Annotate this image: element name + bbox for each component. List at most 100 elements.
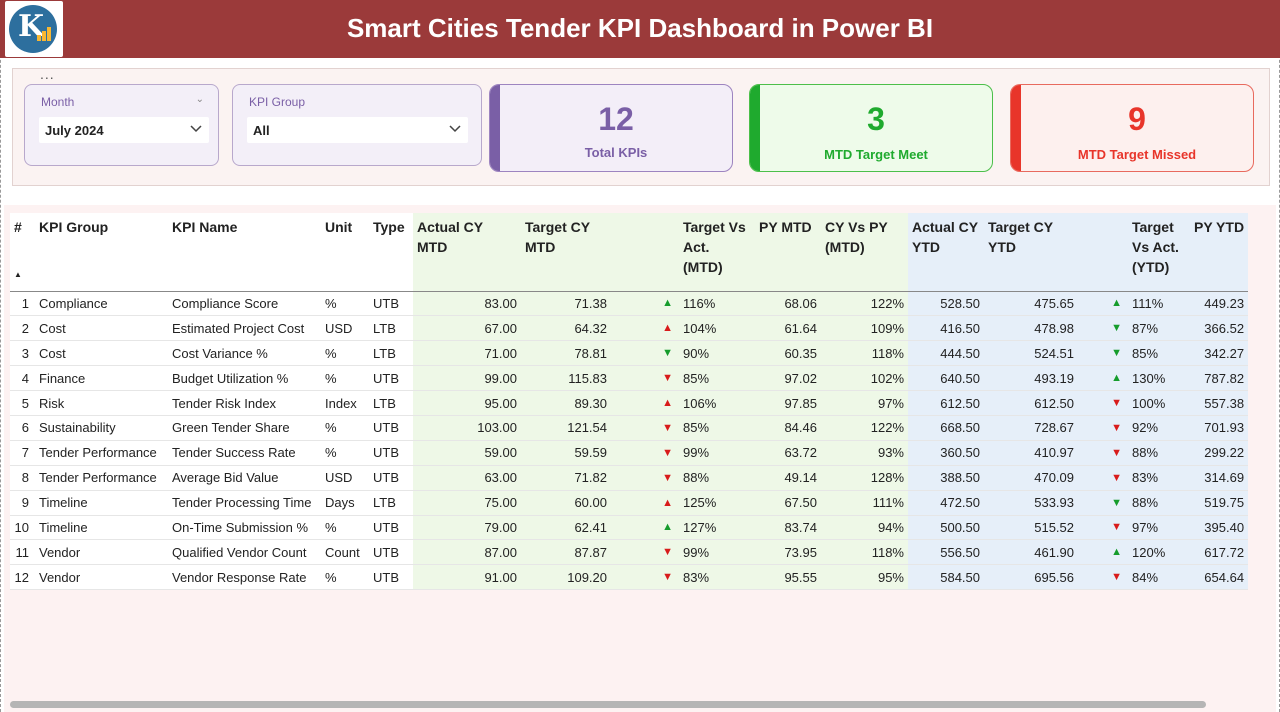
col-header-actual-cy-mtd[interactable]: Actual CY MTD [413,213,521,292]
target-vs-act-mtd-cell: 106% [679,390,755,416]
ytd-arrow: ▼ [1078,440,1128,466]
target-cy-ytd-cell: 478.98 [984,315,1078,342]
kpi-name-cell: Tender Risk Index [168,390,321,416]
col-header-target-vs-act-ytd[interactable]: Target Vs Act. (YTD) [1128,213,1190,292]
py-mtd-cell: 83.74 [755,515,821,541]
mtd-arrow: ▼ [611,415,679,441]
type-cell: UTB [369,539,413,566]
row-number: 3 [10,340,35,367]
mtd-target-meet-value: 3 [867,101,885,137]
triangle-down-icon: ▼ [1111,446,1122,459]
target-vs-act-ytd-cell: 84% [1128,564,1190,591]
target-vs-act-mtd-cell: 104% [679,315,755,342]
target-cy-mtd-cell: 89.30 [521,390,611,416]
kpi-group-dropdown[interactable]: All [247,117,468,143]
target-cy-ytd-cell: 612.50 [984,390,1078,416]
col-header-py-mtd[interactable]: PY MTD [755,213,821,292]
col-header-py-ytd[interactable]: PY YTD [1190,213,1249,292]
target-cy-ytd-cell: 470.09 [984,465,1078,491]
table-row[interactable]: 6 Sustainability Green Tender Share% UTB 103… [10,415,1249,441]
unit-cell: USD [321,465,369,491]
unit-cell: % [321,340,369,367]
col-header-target-vs-act-mtd[interactable]: Target Vs Act. (MTD) [679,213,755,292]
target-cy-mtd-cell: 64.32 [521,315,611,342]
month-value: July 2024 [45,123,104,138]
month-slicer[interactable]: Month ⌄ July 2024 [24,84,219,166]
target-vs-act-mtd-cell: 90% [679,340,755,367]
table-row[interactable]: 4 Finance Budget Utilization %% UTB 99.00 115… [10,365,1249,392]
row-number: 4 [10,365,35,392]
table-row[interactable]: 5 Risk Tender Risk Index Index LTB 95.00 89.30… [10,390,1249,416]
table-row[interactable]: 1 Compliance Compliance Score% UTB 83.00 71.3… [10,291,1249,317]
type-cell: UTB [369,465,413,491]
py-ytd-cell: 366.52 [1190,315,1249,342]
ytd-arrow: ▼ [1078,415,1128,441]
ytd-arrow: ▼ [1078,390,1128,416]
col-header-cy-vs-py-mtd[interactable]: CY Vs PY (MTD) [821,213,908,292]
target-cy-ytd-cell: 533.93 [984,490,1078,516]
table-row[interactable]: 12 Vendor Vendor Response Rate% UTB 91.00 109… [10,564,1249,591]
ytd-arrow: ▲ [1078,539,1128,566]
month-dropdown[interactable]: July 2024 [39,117,209,143]
col-header-target-cy-ytd[interactable]: Target CY YTD [984,213,1078,292]
col-header-target-cy-mtd[interactable]: Target CY MTD [521,213,611,292]
col-header-type[interactable]: Type [369,213,413,292]
chevron-down-icon[interactable]: ⌄ [195,94,204,105]
kpi-group-cell: Vendor [35,539,168,566]
mtd-arrow: ▼ [611,539,679,566]
target-cy-mtd-cell: 59.59 [521,440,611,466]
kpi-group-slicer[interactable]: KPI Group All [232,84,482,166]
py-mtd-cell: 95.55 [755,564,821,591]
dropdown-arrow-icon[interactable] [189,121,203,135]
target-vs-act-ytd-cell: 83% [1128,465,1190,491]
table-row[interactable]: 2 Cost Estimated Project Cost USD LTB 67.00 64… [10,315,1249,342]
col-header-actual-cy-ytd[interactable]: Actual CY YTD [908,213,984,292]
more-options-icon[interactable]: ... [40,66,55,82]
triangle-up-icon: ▲ [1111,297,1122,310]
row-number: 9 [10,490,35,516]
row-number: 2 [10,315,35,342]
target-vs-act-mtd-cell: 88% [679,465,755,491]
mtd-arrow: ▲ [611,315,679,342]
table-row[interactable]: 3 Cost Cost Variance %% LTB 71.00 78.81 ▼ 90% 60… [10,340,1249,367]
table-row[interactable]: 10 Timeline On-Time Submission %% UTB 79.00 6… [10,515,1249,541]
ytd-arrow: ▼ [1078,490,1128,516]
horizontal-scrollbar[interactable] [10,701,1206,708]
actual-cy-mtd-cell: 87.00 [413,539,521,566]
target-vs-act-ytd-cell: 130% [1128,365,1190,392]
col-header-kpi-group[interactable]: KPI Group [35,213,168,292]
mtd-target-missed-label: MTD Target Missed [1077,147,1197,162]
py-mtd-cell: 63.72 [755,440,821,466]
actual-cy-ytd-cell: 360.50 [908,440,984,466]
table-row[interactable]: 9 Timeline Tender Processing Time Days LTB 75… [10,490,1249,516]
sort-ascending-icon[interactable]: ▲ [14,269,22,279]
triangle-down-icon: ▼ [662,347,673,360]
table-row[interactable]: 11 Vendor Qualified Vendor Count Count UTB 87… [10,539,1249,566]
row-number: 8 [10,465,35,491]
target-vs-act-ytd-cell: 92% [1128,415,1190,441]
col-header-unit[interactable]: Unit [321,213,369,292]
col-header-num[interactable]: # ▲ [10,213,35,292]
py-ytd-cell: 519.75 [1190,490,1249,516]
table-row[interactable]: 8 Tender Performance Average Bid Value USD U… [10,465,1249,491]
py-ytd-cell: 787.82 [1190,365,1249,392]
kpi-name-cell: Vendor Response Rate [168,564,321,591]
unit-cell: Days [321,490,369,516]
actual-cy-ytd-cell: 556.50 [908,539,984,566]
py-mtd-cell: 49.14 [755,465,821,491]
actual-cy-mtd-cell: 91.00 [413,564,521,591]
logo-icon: K [9,5,57,53]
target-cy-ytd-cell: 515.52 [984,515,1078,541]
table-row[interactable]: 7 Tender Performance Tender Success Rate% U… [10,440,1249,466]
total-kpis-value: 12 [598,101,634,137]
target-vs-act-ytd-cell: 120% [1128,539,1190,566]
type-cell: UTB [369,365,413,392]
dropdown-arrow-icon[interactable] [448,121,462,135]
col-header-kpi-name[interactable]: KPI Name [168,213,321,292]
py-ytd-cell: 395.40 [1190,515,1249,541]
kpi-name-cell: On-Time Submission % [168,515,321,541]
target-cy-mtd-cell: 71.82 [521,465,611,491]
cy-vs-py-mtd-cell: 111% [821,490,908,516]
mtd-arrow: ▲ [611,390,679,416]
actual-cy-mtd-cell: 63.00 [413,465,521,491]
